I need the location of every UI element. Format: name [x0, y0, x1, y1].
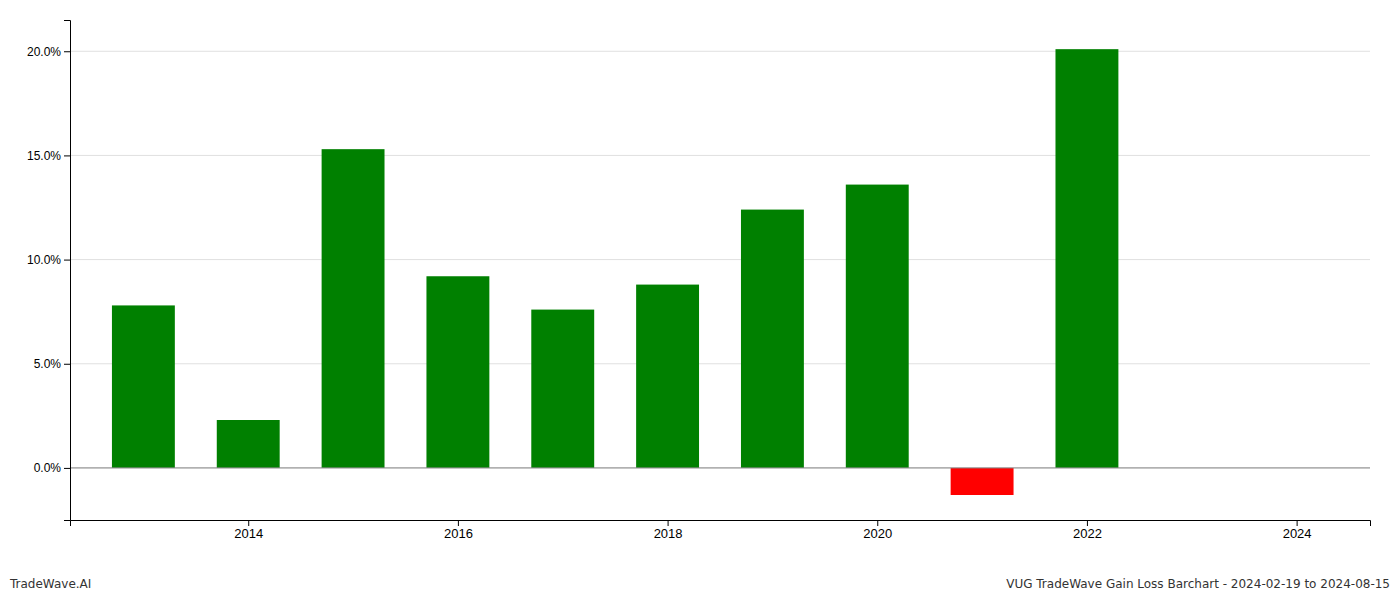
bar [741, 210, 804, 468]
plot: 0.0%5.0%10.0%15.0%20.0%20142016201820202… [27, 21, 1371, 542]
bar [112, 305, 175, 468]
grid-line [70, 155, 1370, 156]
bar [426, 276, 489, 468]
grid-line [70, 51, 1370, 52]
x-tick-label: 2016 [444, 526, 473, 541]
y-tick: 15.0% [27, 149, 70, 163]
y-tick: 10.0% [27, 253, 70, 267]
y-tick: 5.0% [34, 357, 70, 371]
x-tick-label: 2018 [654, 526, 683, 541]
x-axis-line [71, 521, 1371, 527]
zero-line [70, 467, 1370, 468]
bar [217, 420, 280, 468]
y-tick-label: 10.0% [27, 253, 61, 267]
x-tick: 2022 [1073, 520, 1102, 541]
y-tick-label: 15.0% [27, 149, 61, 163]
x-tick: 2024 [1283, 520, 1312, 541]
footer-left: TradeWave.AI [9, 577, 91, 591]
bar [636, 285, 699, 468]
y-tick-mark [64, 155, 70, 156]
grid-line [70, 467, 1370, 468]
x-tick-label: 2020 [863, 526, 892, 541]
x-tick: 2018 [654, 520, 683, 541]
x-tick-mark [248, 520, 249, 526]
x-tick-label: 2022 [1073, 526, 1102, 541]
bar [846, 185, 909, 468]
y-tick-label: 20.0% [27, 45, 61, 59]
y-axis: 0.0% 5.0% 10.0% 15.0% 20.0% [27, 21, 71, 521]
x-tick-mark [1297, 520, 1298, 526]
y-tick-mark [64, 364, 70, 365]
grid [70, 51, 1370, 468]
y-tick-mark [64, 260, 70, 261]
grid-line [70, 259, 1370, 260]
y-axis-line [64, 21, 71, 521]
grid-line [70, 363, 1370, 364]
y-tick: 0.0% [34, 461, 70, 475]
x-tick-mark [458, 520, 459, 526]
x-tick: 2016 [444, 520, 473, 541]
bar [1055, 49, 1118, 468]
x-axis: 2014 2016 2018 2020 2022 2024 [71, 520, 1371, 541]
x-tick: 2014 [234, 520, 263, 541]
bars [112, 49, 1118, 495]
chart: 0.0%5.0%10.0%15.0%20.0%20142016201820202… [0, 0, 1400, 600]
y-tick-label: 0.0% [34, 461, 62, 475]
x-tick-label: 2014 [234, 526, 263, 541]
y-tick-mark [64, 51, 70, 52]
bar [322, 149, 385, 468]
x-tick-label: 2024 [1283, 526, 1312, 541]
x-tick-mark [668, 520, 669, 526]
bar [951, 468, 1014, 495]
x-tick-mark [1087, 520, 1088, 526]
x-tick: 2020 [863, 520, 892, 541]
y-tick: 20.0% [27, 45, 70, 59]
footer-right: VUG TradeWave Gain Loss Barchart - 2024-… [1006, 577, 1390, 591]
y-tick-label: 5.0% [34, 357, 62, 371]
y-tick-mark [64, 468, 70, 469]
bar [531, 310, 594, 468]
x-tick-mark [877, 520, 878, 526]
